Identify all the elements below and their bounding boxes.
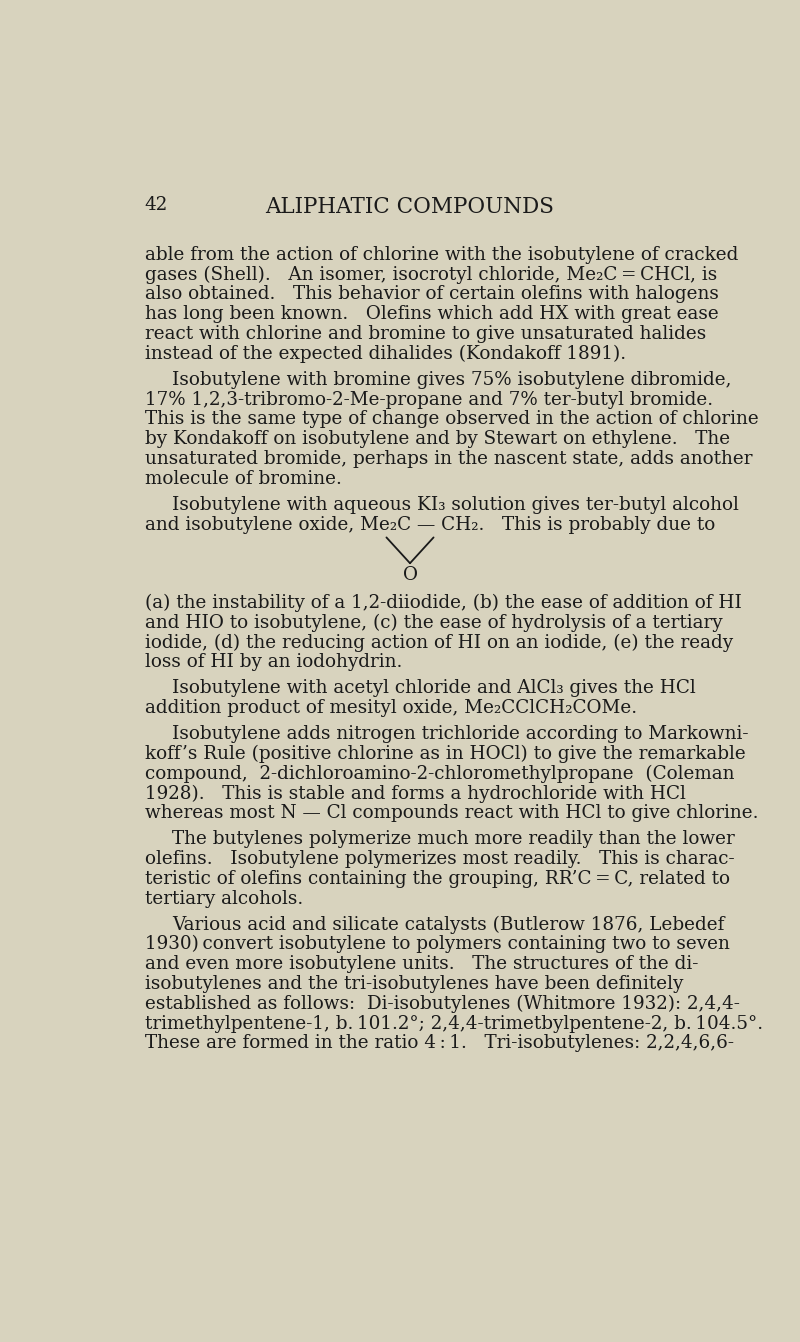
Text: koff’s Rule (positive chlorine as in HOCl) to give the remarkable: koff’s Rule (positive chlorine as in HOC… [145,745,746,764]
Text: compound,  2-dichloroamino-2-chloromethylpropane  (Coleman: compound, 2-dichloroamino-2-chloromethyl… [145,765,734,782]
Text: Isobutylene adds nitrogen trichloride according to Markowni-: Isobutylene adds nitrogen trichloride ac… [172,725,749,743]
Text: trimethylpentene-1, b. 101.2°; 2,4,4-trimetbylpentene-2, b. 104.5°.: trimethylpentene-1, b. 101.2°; 2,4,4-tri… [145,1015,762,1032]
Text: 1928).   This is stable and forms a hydrochloride with HCl: 1928). This is stable and forms a hydroc… [145,785,686,803]
Text: These are formed in the ratio 4 : 1.   Tri-isobutylenes: 2,2,4,6,6-: These are formed in the ratio 4 : 1. Tri… [145,1035,734,1052]
Text: by Kondakoff on isobutylene and by Stewart on ethylene.   The: by Kondakoff on isobutylene and by Stewa… [145,431,730,448]
Text: loss of HI by an iodohydrin.: loss of HI by an iodohydrin. [145,654,402,671]
Text: 17% 1,2,3-tribromo-2-Me-propane and 7% ter-butyl bromide.: 17% 1,2,3-tribromo-2-Me-propane and 7% t… [145,391,713,408]
Text: unsaturated bromide, perhaps in the nascent state, adds another: unsaturated bromide, perhaps in the nasc… [145,450,752,468]
Text: and even more isobutylene units.   The structures of the di-: and even more isobutylene units. The str… [145,956,698,973]
Text: teristic of olefins containing the grouping, RR’C = C, related to: teristic of olefins containing the group… [145,870,730,888]
Text: molecule of bromine.: molecule of bromine. [145,470,342,488]
Text: and HIO to isobutylene, (c) the ease of hydrolysis of a tertiary: and HIO to isobutylene, (c) the ease of … [145,613,722,632]
Text: established as follows:  Di-isobutylenes (Whitmore 1932): 2,4,4-: established as follows: Di-isobutylenes … [145,994,739,1013]
Text: ALIPHATIC COMPOUNDS: ALIPHATIC COMPOUNDS [266,196,554,219]
Text: gases (Shell).   An isomer, isocrotyl chloride, Me₂C = CHCl, is: gases (Shell). An isomer, isocrotyl chlo… [145,266,717,285]
Text: instead of the expected dihalides (Kondakoff 1891).: instead of the expected dihalides (Konda… [145,345,626,364]
Text: The butylenes polymerize much more readily than the lower: The butylenes polymerize much more readi… [172,831,734,848]
Text: 1930) convert isobutylene to polymers containing two to seven: 1930) convert isobutylene to polymers co… [145,935,730,953]
Text: olefins.   Isobutylene polymerizes most readily.   This is charac-: olefins. Isobutylene polymerizes most re… [145,849,734,868]
Text: also obtained.   This behavior of certain olefins with halogens: also obtained. This behavior of certain … [145,286,718,303]
Text: Various acid and silicate catalysts (Butlerow 1876, Lebedef: Various acid and silicate catalysts (But… [172,915,724,934]
Text: tertiary alcohols.: tertiary alcohols. [145,890,303,907]
Text: has long been known.   Olefins which add HX with great ease: has long been known. Olefins which add H… [145,305,718,323]
Text: react with chlorine and bromine to give unsaturated halides: react with chlorine and bromine to give … [145,325,706,344]
Text: iodide, (d) the reducing action of HI on an iodide, (e) the ready: iodide, (d) the reducing action of HI on… [145,633,733,652]
Text: Isobutylene with acetyl chloride and AlCl₃ gives the HCl: Isobutylene with acetyl chloride and AlC… [172,679,696,698]
Text: This is the same type of change observed in the action of chlorine: This is the same type of change observed… [145,411,758,428]
Text: able from the action of chlorine with the isobutylene of cracked: able from the action of chlorine with th… [145,246,738,264]
Text: addition product of mesityl oxide, Me₂CClCH₂COMe.: addition product of mesityl oxide, Me₂CC… [145,699,637,717]
Text: isobutylenes and the tri-isobutylenes have been definitely: isobutylenes and the tri-isobutylenes ha… [145,974,683,993]
Text: 42: 42 [145,196,168,215]
Text: Isobutylene with aqueous KI₃ solution gives ter-butyl alcohol: Isobutylene with aqueous KI₃ solution gi… [172,495,738,514]
Text: (a) the instability of a 1,2-diiodide, (b) the ease of addition of HI: (a) the instability of a 1,2-diiodide, (… [145,595,742,612]
Text: and isobutylene oxide, Me₂C — CH₂.   This is probably due to: and isobutylene oxide, Me₂C — CH₂. This … [145,515,715,534]
Text: Isobutylene with bromine gives 75% isobutylene dibromide,: Isobutylene with bromine gives 75% isobu… [172,370,731,389]
Text: O: O [402,566,418,584]
Text: whereas most N — Cl compounds react with HCl to give chlorine.: whereas most N — Cl compounds react with… [145,804,758,823]
